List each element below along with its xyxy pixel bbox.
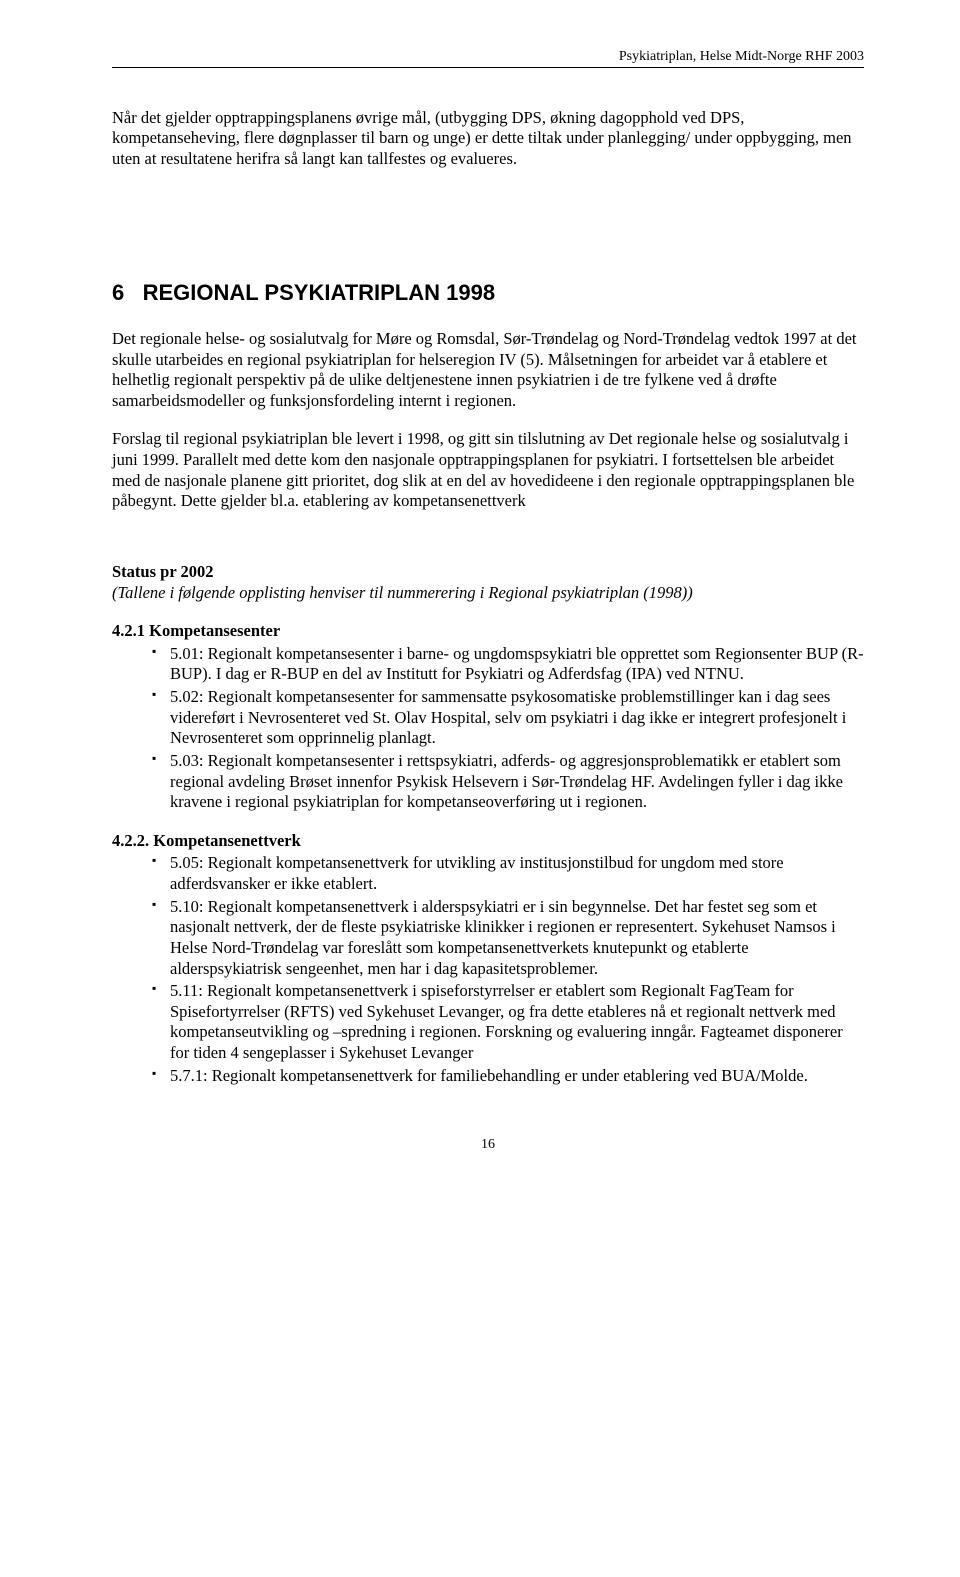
- list-item: 5.10: Regionalt kompetansenettverk i ald…: [152, 897, 864, 980]
- chapter-number: 6: [112, 280, 124, 305]
- chapter-title: REGIONAL PSYKIATRIPLAN 1998: [143, 280, 495, 305]
- list-item: 5.02: Regionalt kompetansesenter for sam…: [152, 687, 864, 749]
- list-item: 5.7.1: Regionalt kompetansenettverk for …: [152, 1066, 864, 1087]
- section-421-list: 5.01: Regionalt kompetansesenter i barne…: [112, 644, 864, 813]
- section-422-heading: 4.2.2. Kompetansenettverk: [112, 831, 864, 852]
- chapter-heading: 6 REGIONAL PSYKIATRIPLAN 1998: [112, 279, 864, 307]
- list-item: 5.05: Regionalt kompetansenettverk for u…: [152, 853, 864, 894]
- body-paragraph-1: Det regionale helse- og sosialutvalg for…: [112, 329, 864, 412]
- list-item: 5.11: Regionalt kompetansenettverk i spi…: [152, 981, 864, 1064]
- status-subheading: (Tallene i følgende opplisting henviser …: [112, 583, 864, 604]
- list-item: 5.03: Regionalt kompetansesenter i retts…: [152, 751, 864, 813]
- running-header-text: Psykiatriplan, Helse Midt-Norge RHF 2003: [619, 49, 864, 64]
- section-421-heading: 4.2.1 Kompetansesenter: [112, 621, 864, 642]
- body-paragraph-2: Forslag til regional psykiatriplan ble l…: [112, 429, 864, 512]
- status-heading: Status pr 2002: [112, 562, 864, 583]
- page-number: 16: [112, 1136, 864, 1154]
- intro-paragraph: Når det gjelder opptrappingsplanens øvri…: [112, 108, 864, 170]
- section-422-list: 5.05: Regionalt kompetansenettverk for u…: [112, 853, 864, 1086]
- list-item: 5.01: Regionalt kompetansesenter i barne…: [152, 644, 864, 685]
- running-header: Psykiatriplan, Helse Midt-Norge RHF 2003: [112, 48, 864, 68]
